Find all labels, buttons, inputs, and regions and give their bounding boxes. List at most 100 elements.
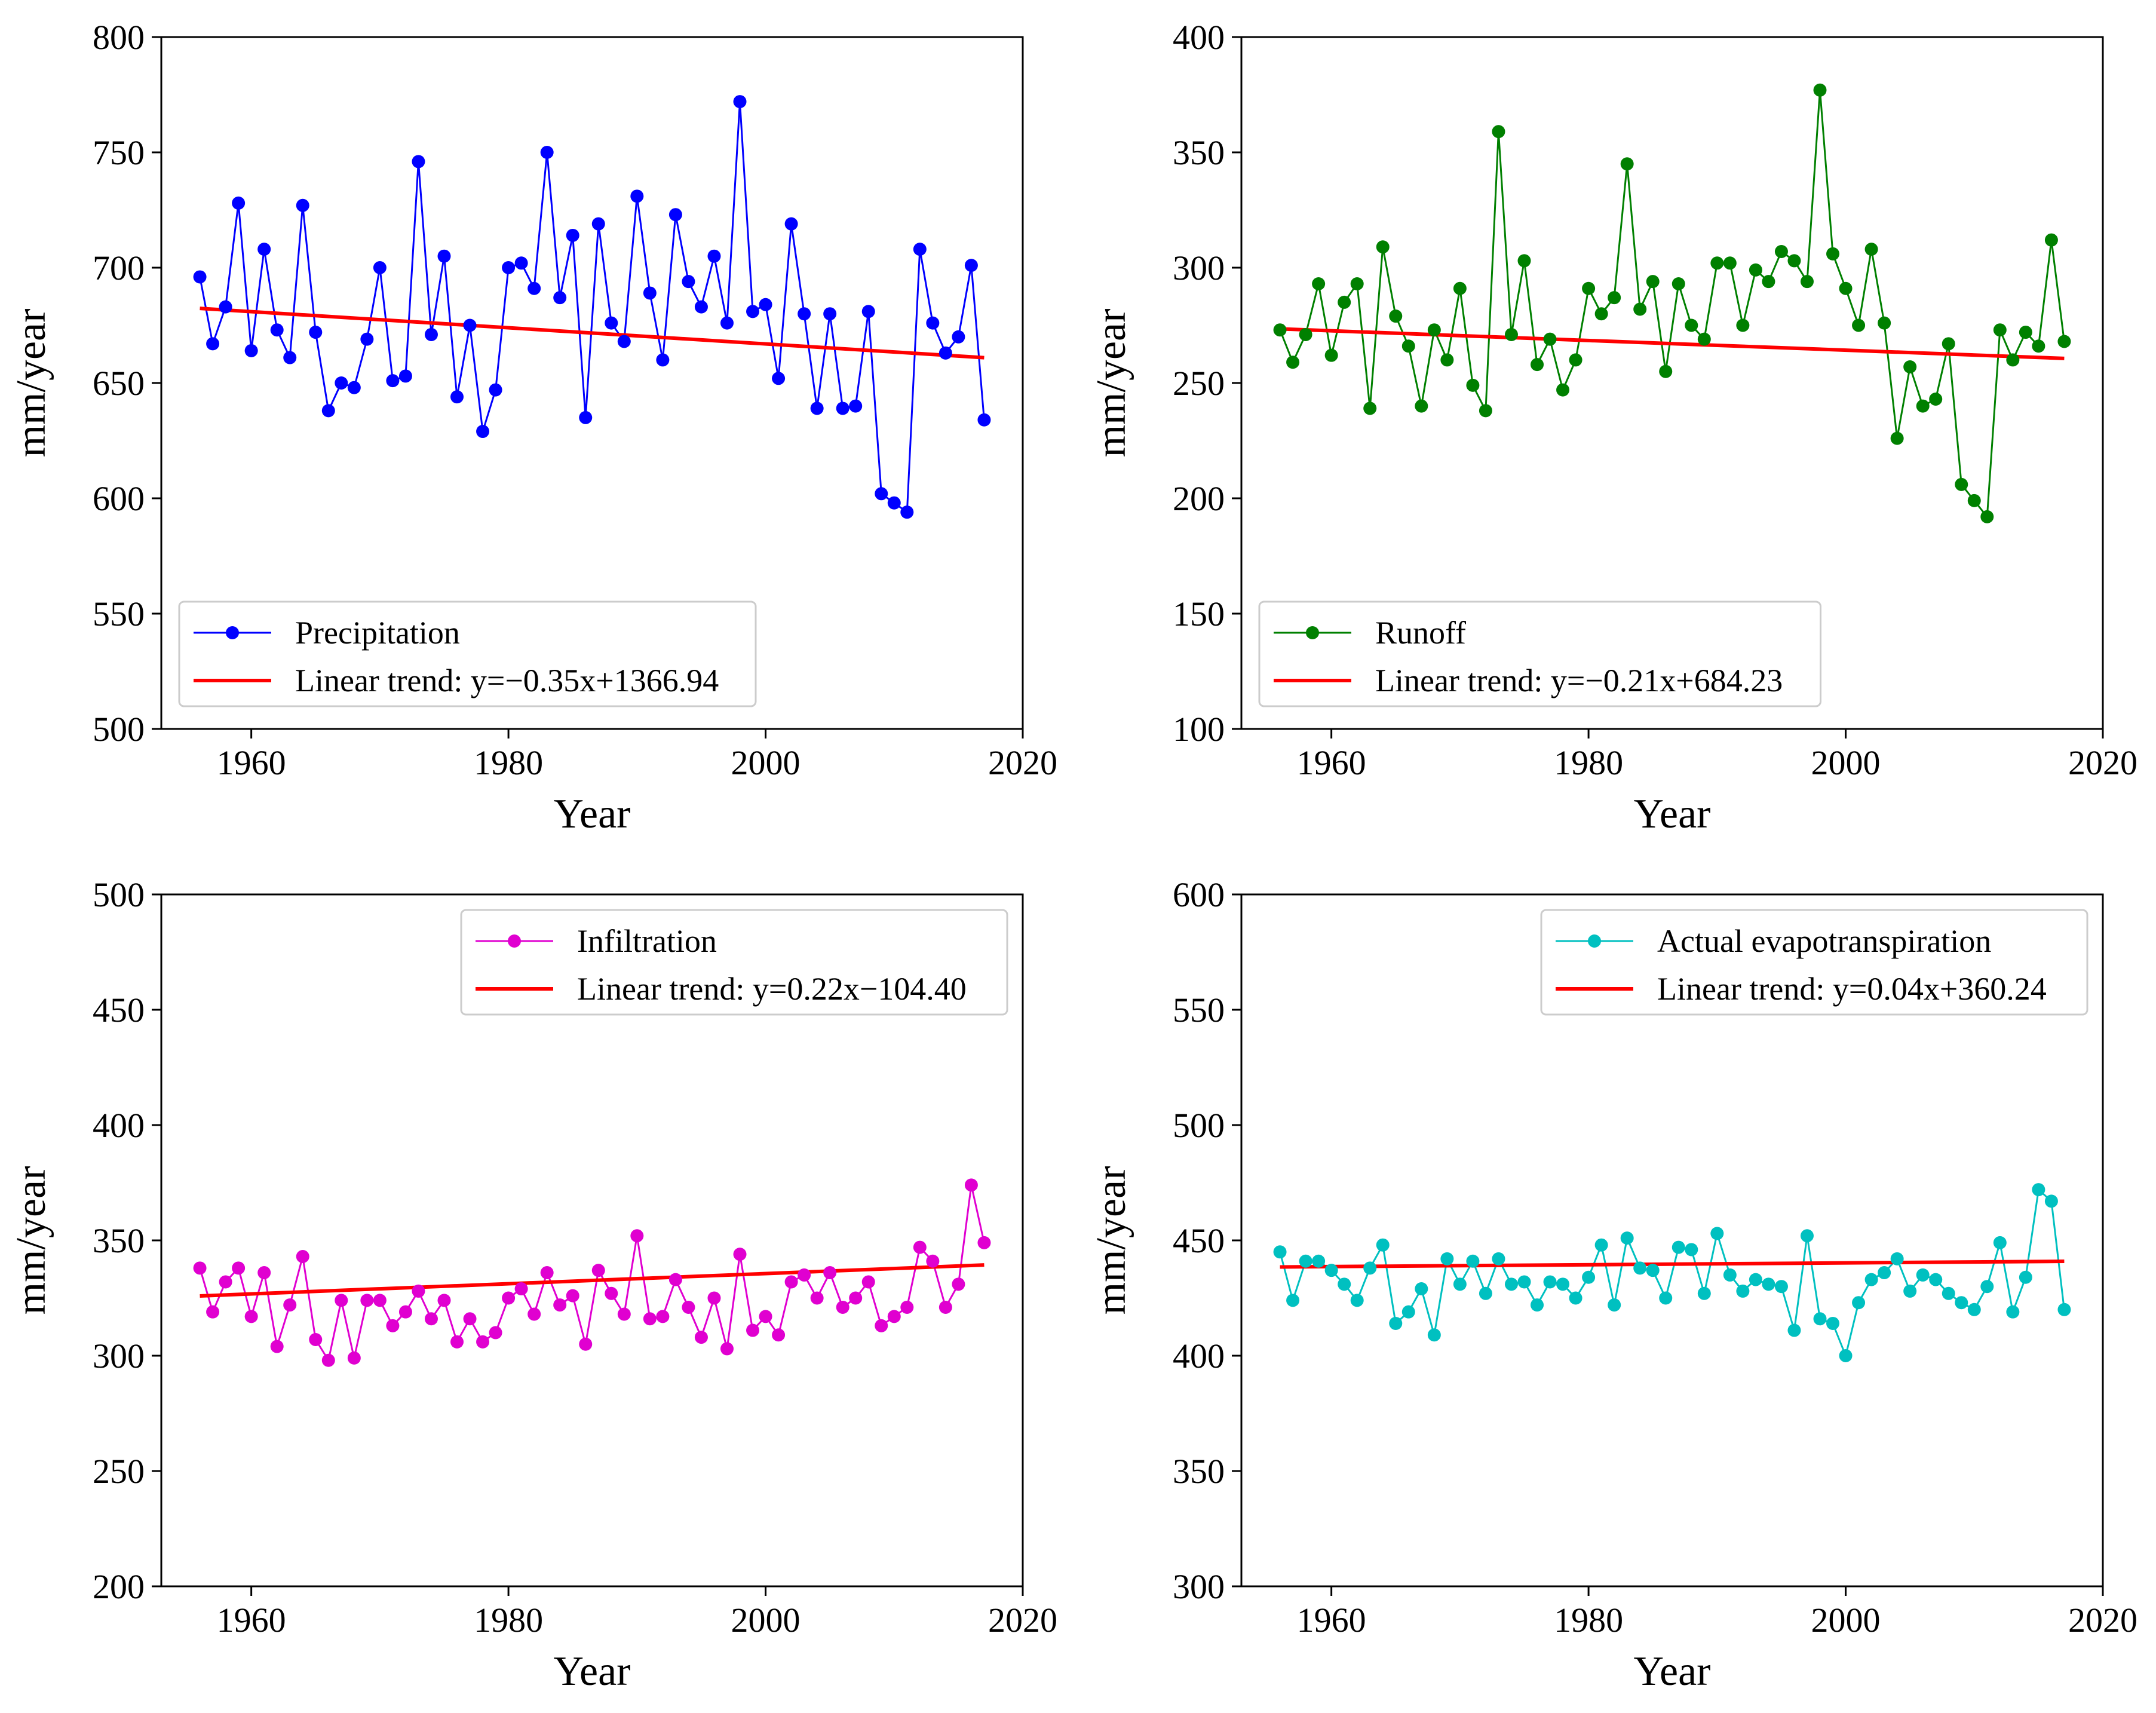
legend: Infiltration Linear trend: y=0.22x−104.40 bbox=[460, 909, 1008, 1016]
data-point bbox=[1697, 1286, 1711, 1300]
data-point bbox=[1864, 1273, 1878, 1286]
x-tick-label: 1960 bbox=[217, 743, 286, 782]
data-point bbox=[1903, 1284, 1917, 1298]
data-point bbox=[1324, 1264, 1338, 1277]
data-point bbox=[900, 505, 914, 519]
data-point bbox=[605, 316, 618, 330]
data-point bbox=[1878, 1266, 1891, 1280]
data-point bbox=[836, 402, 849, 415]
data-point bbox=[1723, 256, 1737, 270]
data-point bbox=[2019, 326, 2032, 339]
x-tick-label: 1960 bbox=[217, 1601, 286, 1640]
data-point bbox=[553, 291, 567, 305]
data-point bbox=[1826, 247, 1840, 261]
data-point bbox=[913, 1240, 927, 1254]
data-point bbox=[1749, 263, 1762, 277]
data-point bbox=[1350, 277, 1364, 291]
data-point bbox=[257, 243, 271, 256]
data-point bbox=[373, 1294, 387, 1307]
data-point bbox=[579, 1337, 593, 1351]
chart-panel-4: 1960 1980 2000 2020 300 350 400 450 500 550 600 Yea… bbox=[1088, 875, 2137, 1694]
y-tick-label: 350 bbox=[1173, 133, 1225, 172]
data-point bbox=[360, 332, 374, 346]
x-tick-label: 2000 bbox=[731, 1601, 801, 1640]
data-point bbox=[347, 381, 361, 394]
data-point bbox=[1762, 1277, 1775, 1291]
trend-line bbox=[1280, 1260, 2065, 1269]
data-point bbox=[720, 316, 734, 330]
data-point bbox=[540, 1266, 554, 1280]
data-point bbox=[784, 1275, 798, 1289]
data-point bbox=[283, 1298, 297, 1312]
data-point bbox=[810, 1291, 824, 1305]
data-point bbox=[321, 404, 335, 418]
data-point bbox=[1504, 1277, 1518, 1291]
legend-box bbox=[460, 909, 1008, 1016]
data-point bbox=[1942, 337, 1955, 351]
data-point bbox=[823, 1266, 837, 1280]
data-point bbox=[1531, 358, 1544, 372]
y-axis-label: mm/year bbox=[8, 1166, 54, 1315]
data-point bbox=[373, 261, 387, 274]
data-point bbox=[707, 249, 721, 263]
data-point bbox=[1492, 125, 1505, 139]
data-point bbox=[2032, 1183, 2045, 1197]
data-point bbox=[1967, 1303, 1981, 1316]
data-point bbox=[398, 1305, 412, 1319]
data-point bbox=[232, 196, 246, 210]
data-point bbox=[746, 1323, 760, 1337]
x-axis-label: Year bbox=[1634, 791, 1711, 837]
data-point bbox=[682, 1300, 695, 1314]
data-point bbox=[1427, 1328, 1441, 1342]
data-point bbox=[540, 146, 554, 159]
data-point bbox=[1466, 1254, 1480, 1268]
data-point bbox=[489, 383, 502, 397]
y-tick-label: 750 bbox=[93, 133, 145, 172]
data-point bbox=[1594, 307, 1608, 321]
data-point bbox=[1466, 378, 1480, 392]
legend-series-label: Infiltration bbox=[577, 923, 717, 959]
data-point bbox=[823, 307, 837, 321]
x-axis-label: Year bbox=[554, 791, 631, 837]
y-tick-label: 700 bbox=[93, 249, 145, 287]
data-point bbox=[1440, 1252, 1454, 1265]
data-point bbox=[1440, 353, 1454, 367]
data-point bbox=[437, 249, 451, 263]
data-point bbox=[836, 1300, 849, 1314]
data-point bbox=[1531, 1298, 1544, 1312]
chart-panel-2: 1960 1980 2000 2020 100 150 200 250 300 350 400 Yea… bbox=[1088, 18, 2137, 837]
data-point bbox=[707, 1291, 721, 1305]
data-point bbox=[424, 1312, 438, 1326]
legend-box bbox=[178, 600, 757, 707]
legend-series-marker bbox=[1306, 626, 1319, 639]
data-point bbox=[1685, 1243, 1698, 1257]
data-point bbox=[1646, 1264, 1660, 1277]
data-point bbox=[1633, 1261, 1647, 1275]
data-point bbox=[1787, 1323, 1801, 1337]
data-point bbox=[206, 337, 220, 351]
data-point bbox=[296, 1250, 309, 1264]
data-point bbox=[1749, 1273, 1762, 1286]
data-point bbox=[2019, 1270, 2032, 1284]
data-point bbox=[386, 1319, 400, 1332]
data-point bbox=[1286, 356, 1300, 369]
y-tick-label: 500 bbox=[93, 710, 145, 749]
data-point bbox=[1363, 1261, 1377, 1275]
data-point bbox=[1569, 1291, 1583, 1305]
data-point bbox=[1697, 332, 1711, 346]
data-point bbox=[244, 344, 258, 357]
data-point bbox=[1903, 360, 1917, 373]
data-point bbox=[1710, 1227, 1724, 1240]
x-tick-label: 2000 bbox=[1811, 1601, 1881, 1640]
data-point bbox=[2057, 1303, 2071, 1316]
data-point bbox=[1672, 277, 1685, 291]
data-point bbox=[321, 1353, 335, 1367]
data-point bbox=[219, 300, 232, 314]
data-point bbox=[1774, 1280, 1788, 1294]
data-point bbox=[887, 496, 901, 510]
y-tick-label: 500 bbox=[1173, 1106, 1225, 1145]
y-tick-label: 450 bbox=[93, 991, 145, 1029]
data-point bbox=[437, 1294, 451, 1307]
data-point bbox=[1916, 399, 1930, 413]
data-point bbox=[605, 1286, 618, 1300]
